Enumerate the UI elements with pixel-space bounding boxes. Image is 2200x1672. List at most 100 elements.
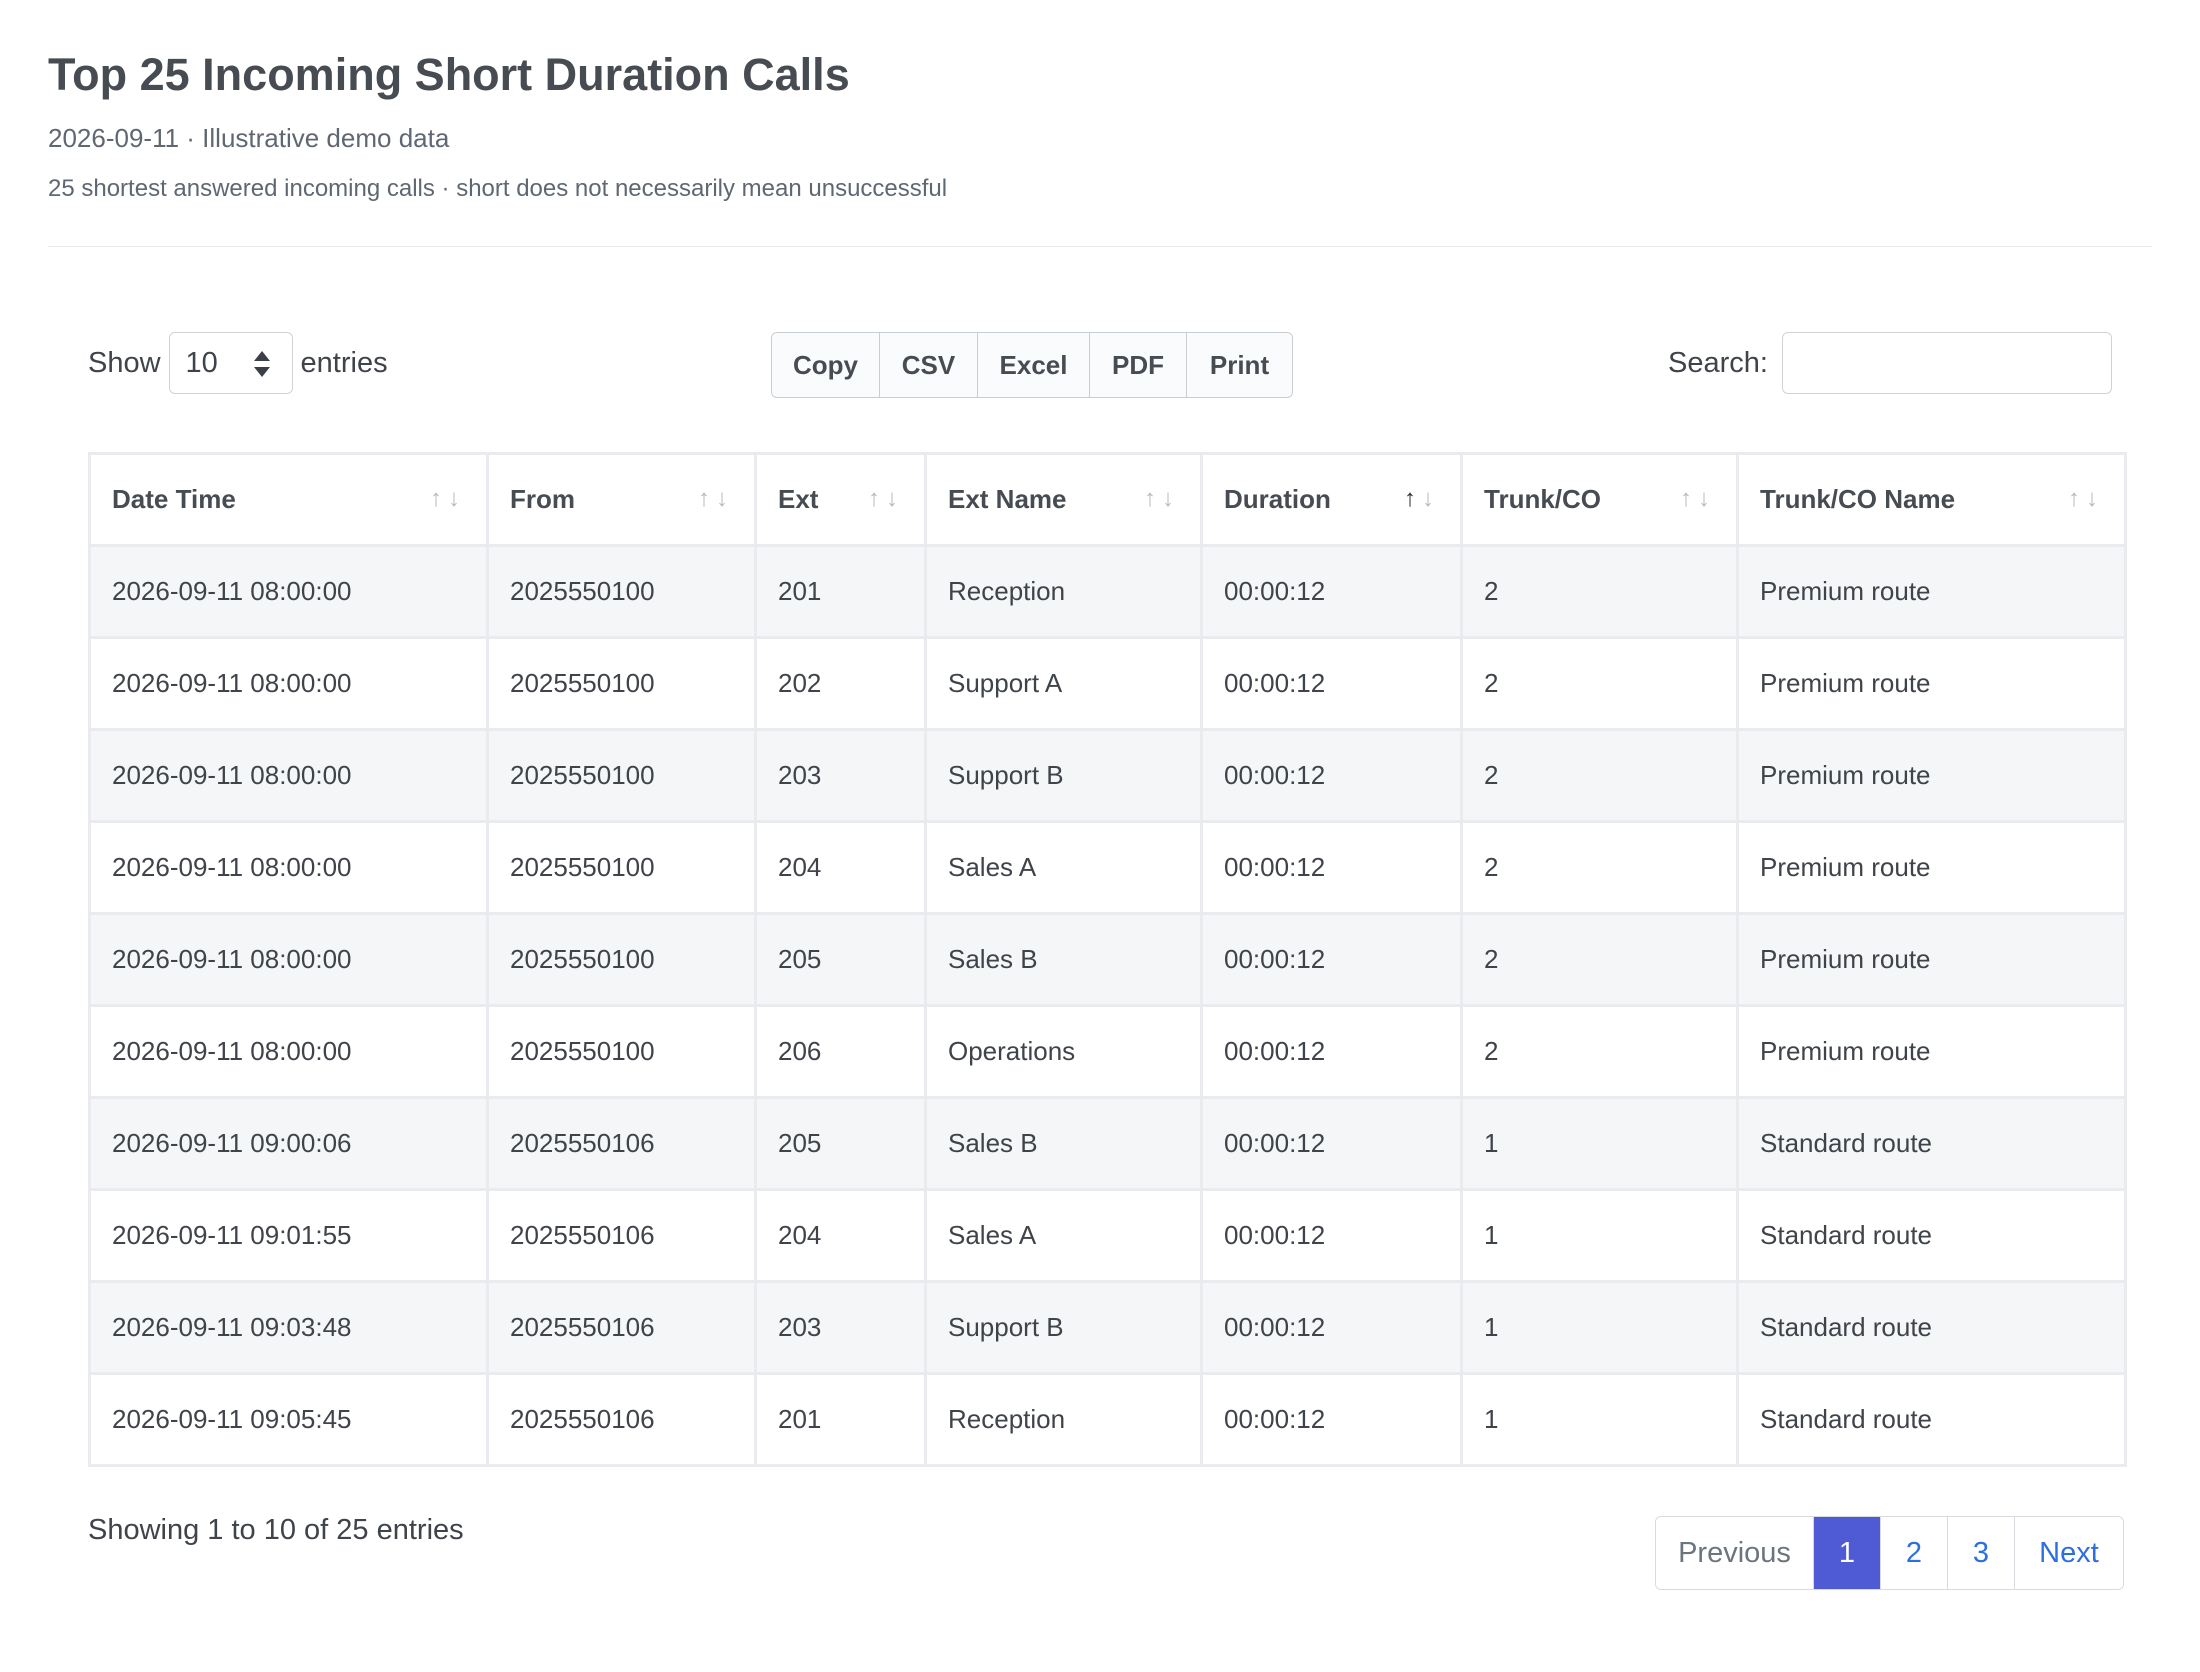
next-page-button[interactable]: Next: [2015, 1517, 2123, 1589]
search-control: Search:: [1668, 332, 2112, 394]
table-cell: Standard route: [1736, 1096, 2127, 1191]
column-header[interactable]: Date Time ↑↓: [88, 452, 489, 547]
show-label: Show: [88, 346, 161, 379]
table-cell: Premium route: [1736, 912, 2127, 1007]
table-cell: 2025550100: [486, 636, 757, 731]
table-cell: 1: [1460, 1372, 1739, 1467]
table-cell: 00:00:12: [1200, 820, 1463, 915]
table-cell: Premium route: [1736, 636, 2127, 731]
sort-arrows-icon: ↑↓: [1404, 485, 1440, 512]
table-cell: 201: [754, 1372, 927, 1467]
table-body: 2026-09-11 08:00:00 2025550100 201 Receptio…: [88, 544, 2127, 1467]
table-cell: Reception: [924, 544, 1203, 639]
table-cell: 2: [1460, 1004, 1739, 1099]
table-cell: Reception: [924, 1372, 1203, 1467]
table-cell: 2025550100: [486, 912, 757, 1007]
table-cell: 00:00:12: [1200, 636, 1463, 731]
table-cell: 2025550100: [486, 728, 757, 823]
table-cell: 2026-09-11 08:00:00: [88, 728, 489, 823]
table-cell: Premium route: [1736, 728, 2127, 823]
table-cell: 2025550100: [486, 820, 757, 915]
page-3-button[interactable]: 3: [1948, 1517, 2015, 1589]
export-buttons: Copy CSV Excel PDF Print: [771, 332, 1293, 398]
table-cell: 00:00:12: [1200, 1280, 1463, 1375]
column-header[interactable]: Ext Name ↑↓: [924, 452, 1203, 547]
table-cell: 00:00:12: [1200, 912, 1463, 1007]
table-header-row: Date Time ↑↓ From ↑↓ Ext ↑↓ Ext Name ↑↓ Duration…: [88, 452, 2127, 547]
entries-label: entries: [300, 346, 388, 379]
table-cell: Support B: [924, 1280, 1203, 1375]
column-header[interactable]: Ext ↑↓: [754, 452, 927, 547]
sort-arrows-icon: ↑↓: [1144, 485, 1180, 512]
pagination: Previous 1 2 3 Next: [1655, 1516, 2124, 1590]
table-cell: 2026-09-11 08:00:00: [88, 1004, 489, 1099]
search-input[interactable]: [1782, 332, 2112, 394]
table-controls: Show 10 entries Copy CSV Excel PDF Print…: [88, 332, 2112, 398]
table-cell: 2: [1460, 544, 1739, 639]
table-cell: 2026-09-11 09:05:45: [88, 1372, 489, 1467]
column-header[interactable]: Trunk/CO ↑↓: [1460, 452, 1739, 547]
table-cell: Sales B: [924, 912, 1203, 1007]
table-cell: 2025550106: [486, 1372, 757, 1467]
table-cell: 1: [1460, 1188, 1739, 1283]
csv-button[interactable]: CSV: [880, 333, 978, 397]
table-cell: 204: [754, 1188, 927, 1283]
table-cell: Support B: [924, 728, 1203, 823]
sort-arrows-icon: ↑↓: [430, 485, 466, 512]
table-cell: Standard route: [1736, 1280, 2127, 1375]
table-cell: Support A: [924, 636, 1203, 731]
sort-arrows-icon: ↑↓: [698, 485, 734, 512]
table-row: 2026-09-11 08:00:00 2025550100 201 Receptio…: [88, 544, 2127, 639]
table-cell: 2026-09-11 08:00:00: [88, 636, 489, 731]
table-cell: 2026-09-11 08:00:00: [88, 544, 489, 639]
table-cell: Premium route: [1736, 1004, 2127, 1099]
copy-button[interactable]: Copy: [772, 333, 880, 397]
excel-button[interactable]: Excel: [978, 333, 1090, 397]
table-cell: 205: [754, 912, 927, 1007]
table-cell: 2025550100: [486, 544, 757, 639]
table-cell: 00:00:12: [1200, 728, 1463, 823]
table-cell: Standard route: [1736, 1372, 2127, 1467]
column-header-label: Ext: [778, 484, 819, 514]
table-cell: 206: [754, 1004, 927, 1099]
previous-page-button[interactable]: Previous: [1656, 1517, 1814, 1589]
column-header[interactable]: Duration ↑↓: [1200, 452, 1463, 547]
select-arrows-icon: [253, 351, 270, 377]
table-cell: 00:00:12: [1200, 1004, 1463, 1099]
table-cell: 2026-09-11 08:00:00: [88, 912, 489, 1007]
table-cell: 00:00:12: [1200, 544, 1463, 639]
search-label: Search:: [1668, 346, 1768, 379]
column-header[interactable]: From ↑↓: [486, 452, 757, 547]
table-row: 2026-09-11 08:00:00 2025550100 202 Support …: [88, 636, 2127, 731]
table-cell: Premium route: [1736, 820, 2127, 915]
table-cell: 2025550106: [486, 1280, 757, 1375]
print-button[interactable]: Print: [1187, 333, 1292, 397]
table-cell: 201: [754, 544, 927, 639]
table-cell: 1: [1460, 1096, 1739, 1191]
column-header-label: Duration: [1224, 484, 1331, 514]
table-cell: 1: [1460, 1280, 1739, 1375]
column-header-label: Trunk/CO Name: [1760, 484, 1956, 514]
pdf-button[interactable]: PDF: [1090, 333, 1187, 397]
table-cell: Sales B: [924, 1096, 1203, 1191]
table-cell: 2026-09-11 09:01:55: [88, 1188, 489, 1283]
table-cell: 2025550106: [486, 1188, 757, 1283]
table-row: 2026-09-11 09:03:48 2025550106 203 Support …: [88, 1280, 2127, 1375]
table-cell: 204: [754, 820, 927, 915]
sort-arrows-icon: ↑↓: [2068, 485, 2104, 512]
table-cell: 2026-09-11 09:00:06: [88, 1096, 489, 1191]
table-cell: 2: [1460, 728, 1739, 823]
page-2-button[interactable]: 2: [1881, 1517, 1948, 1589]
table-row: 2026-09-11 09:05:45 2025550106 201 Receptio…: [88, 1372, 2127, 1467]
column-header-label: Ext Name: [948, 484, 1067, 514]
table-cell: 2: [1460, 636, 1739, 731]
table-cell: 2: [1460, 820, 1739, 915]
page-length-select[interactable]: 10: [168, 332, 293, 394]
page-1-button[interactable]: 1: [1814, 1517, 1881, 1589]
column-header[interactable]: Trunk/CO Name ↑↓: [1736, 452, 2127, 547]
table-cell: 202: [754, 636, 927, 731]
